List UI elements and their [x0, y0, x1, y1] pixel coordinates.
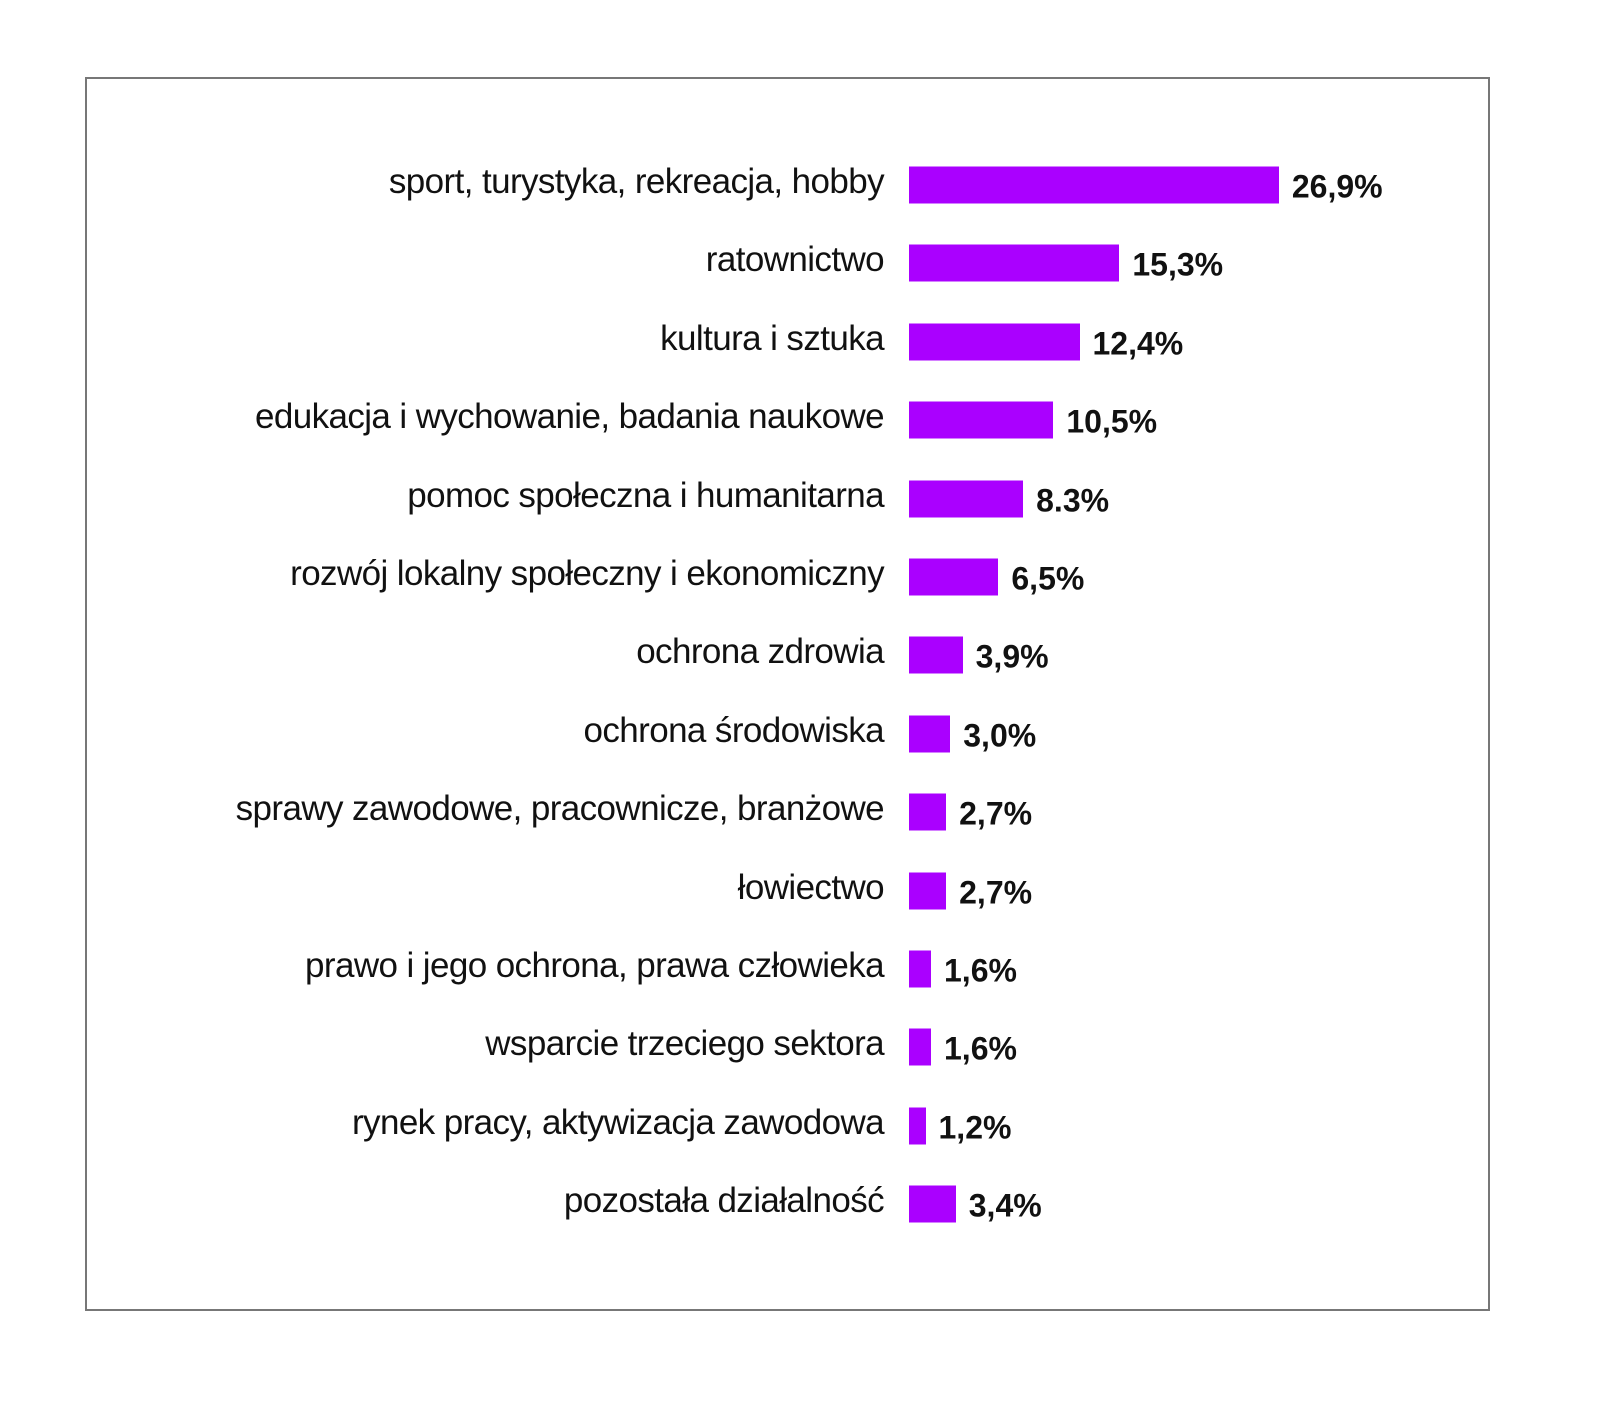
bar [909, 950, 931, 988]
bar-row: rozwój lokalny społeczny i ekonomiczny 6,… [87, 553, 1488, 597]
category-label: sport, turystyka, rekreacja, hobby [388, 161, 885, 201]
bar-row: ratownictwo 15,3% [87, 240, 1488, 283]
category-label: rynek pracy, aktywizacja zawodowa [352, 1102, 885, 1142]
bar [909, 401, 1054, 439]
bar [909, 323, 1080, 361]
value-label: 12,4% [1092, 325, 1184, 362]
category-label: wsparcie trzeciego sektora [485, 1024, 884, 1064]
value-label: 1,6% [944, 952, 1017, 989]
value-label: 3,0% [963, 717, 1037, 754]
value-label: 1,6% [944, 1030, 1017, 1067]
category-label: prawo i jego ochrona, prawa człowieka [305, 945, 885, 985]
category-label: edukacja i wychowanie, badania naukowe [254, 396, 885, 436]
bar [909, 793, 947, 831]
bar [909, 244, 1120, 282]
bar [909, 480, 1024, 518]
category-label: ochrona środowiska [583, 710, 885, 750]
value-label: 1,2% [938, 1109, 1012, 1146]
bar-row: edukacja i wychowanie, badania naukowe 10… [87, 396, 1488, 440]
category-label: kultura i sztuka [660, 318, 884, 358]
value-label: 10,5% [1066, 403, 1158, 440]
category-label: pomoc społeczna i humanitarna [407, 475, 884, 515]
bar-row: sport, turystyka, rekreacja, hobby 26,9% [87, 161, 1488, 205]
bar-row: sprawy zawodowe, pracownicze, branżowe 2,… [87, 788, 1488, 832]
bar-row: pomoc społeczna i humanitarna 8.3% [87, 475, 1488, 519]
category-label: pozostała działalność [563, 1180, 885, 1220]
bar [909, 166, 1279, 204]
value-label: 6,5% [1011, 560, 1085, 597]
value-label: 3,4% [968, 1187, 1042, 1224]
value-label: 3,9% [975, 638, 1049, 675]
bar [909, 636, 963, 674]
category-label: ochrona zdrowia [636, 632, 884, 672]
bar-row: łowiectwo 2,7% [87, 867, 1488, 911]
value-label: 8.3% [1036, 481, 1110, 518]
bar-row: rynek pracy, aktywizacja zawodowa 1,2% [87, 1102, 1488, 1146]
value-label: 15,3% [1132, 246, 1224, 283]
bar [909, 1028, 931, 1066]
bar-row: ochrona środowiska 3,0% [87, 710, 1488, 754]
bar-row: pozostała działalność 3,4% [87, 1180, 1488, 1224]
value-label: 2,7% [959, 795, 1033, 832]
category-label: ratownictwo [705, 240, 885, 280]
bar [909, 1185, 956, 1223]
value-label: 2,7% [959, 873, 1033, 910]
value-label: 26,9% [1291, 168, 1383, 205]
bar-chart: sport, turystyka, rekreacja, hobby 26,9% r… [87, 79, 1488, 1309]
chart-frame: sport, turystyka, rekreacja, hobby 26,9% r… [85, 77, 1490, 1311]
bar [909, 558, 999, 596]
bar [909, 1107, 926, 1145]
bar-row: ochrona zdrowia 3,9% [87, 632, 1488, 675]
bar [909, 715, 951, 753]
bar-row: kultura i sztuka 12,4% [87, 318, 1488, 362]
category-label: łowiectwo [737, 867, 885, 907]
bar-row: prawo i jego ochrona, prawa człowieka 1,6… [87, 945, 1488, 989]
bar-row: wsparcie trzeciego sektora 1,6% [87, 1024, 1488, 1067]
category-label: rozwój lokalny społeczny i ekonomiczny [290, 553, 884, 593]
bar [909, 872, 947, 910]
category-label: sprawy zawodowe, pracownicze, branżowe [235, 788, 885, 828]
